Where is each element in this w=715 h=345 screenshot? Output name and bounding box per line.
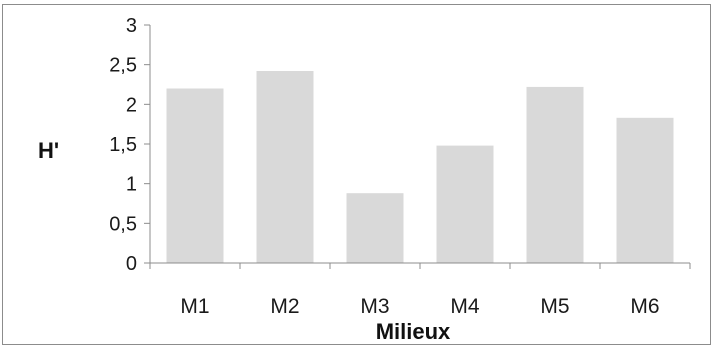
y-ticks-group: 0 0,5 1 1,5 2 2,5 3 xyxy=(109,15,150,275)
y-tick-label: 0,5 xyxy=(109,213,137,235)
x-category-label: M1 xyxy=(180,295,209,318)
x-category-label: M6 xyxy=(630,295,659,318)
bar-m4 xyxy=(436,145,494,263)
y-tick-label: 1,5 xyxy=(109,134,137,156)
x-labels-group: M1 M2 M3 M4 M5 M6 xyxy=(180,295,659,318)
bars-group xyxy=(166,71,674,264)
y-tick-label: 0 xyxy=(126,253,137,275)
x-category-label: M5 xyxy=(540,295,569,318)
bar-m3 xyxy=(346,193,404,263)
x-category-label: M4 xyxy=(450,295,479,318)
bar-m5 xyxy=(526,86,584,264)
y-tick-label: 2,5 xyxy=(109,55,137,77)
chart-frame xyxy=(2,4,711,345)
bar-m2 xyxy=(256,71,314,263)
y-axis-title: H' xyxy=(38,138,59,163)
x-axis-title: Milieux xyxy=(376,319,451,344)
bar-m6 xyxy=(616,117,674,263)
y-tick-label: 1 xyxy=(126,174,137,196)
axes-group xyxy=(149,25,691,269)
x-category-label: M2 xyxy=(270,295,299,318)
y-tick-label: 2 xyxy=(126,94,137,116)
y-tick-label: 3 xyxy=(126,15,137,37)
bar-m1 xyxy=(166,88,224,263)
x-category-label: M3 xyxy=(360,295,389,318)
